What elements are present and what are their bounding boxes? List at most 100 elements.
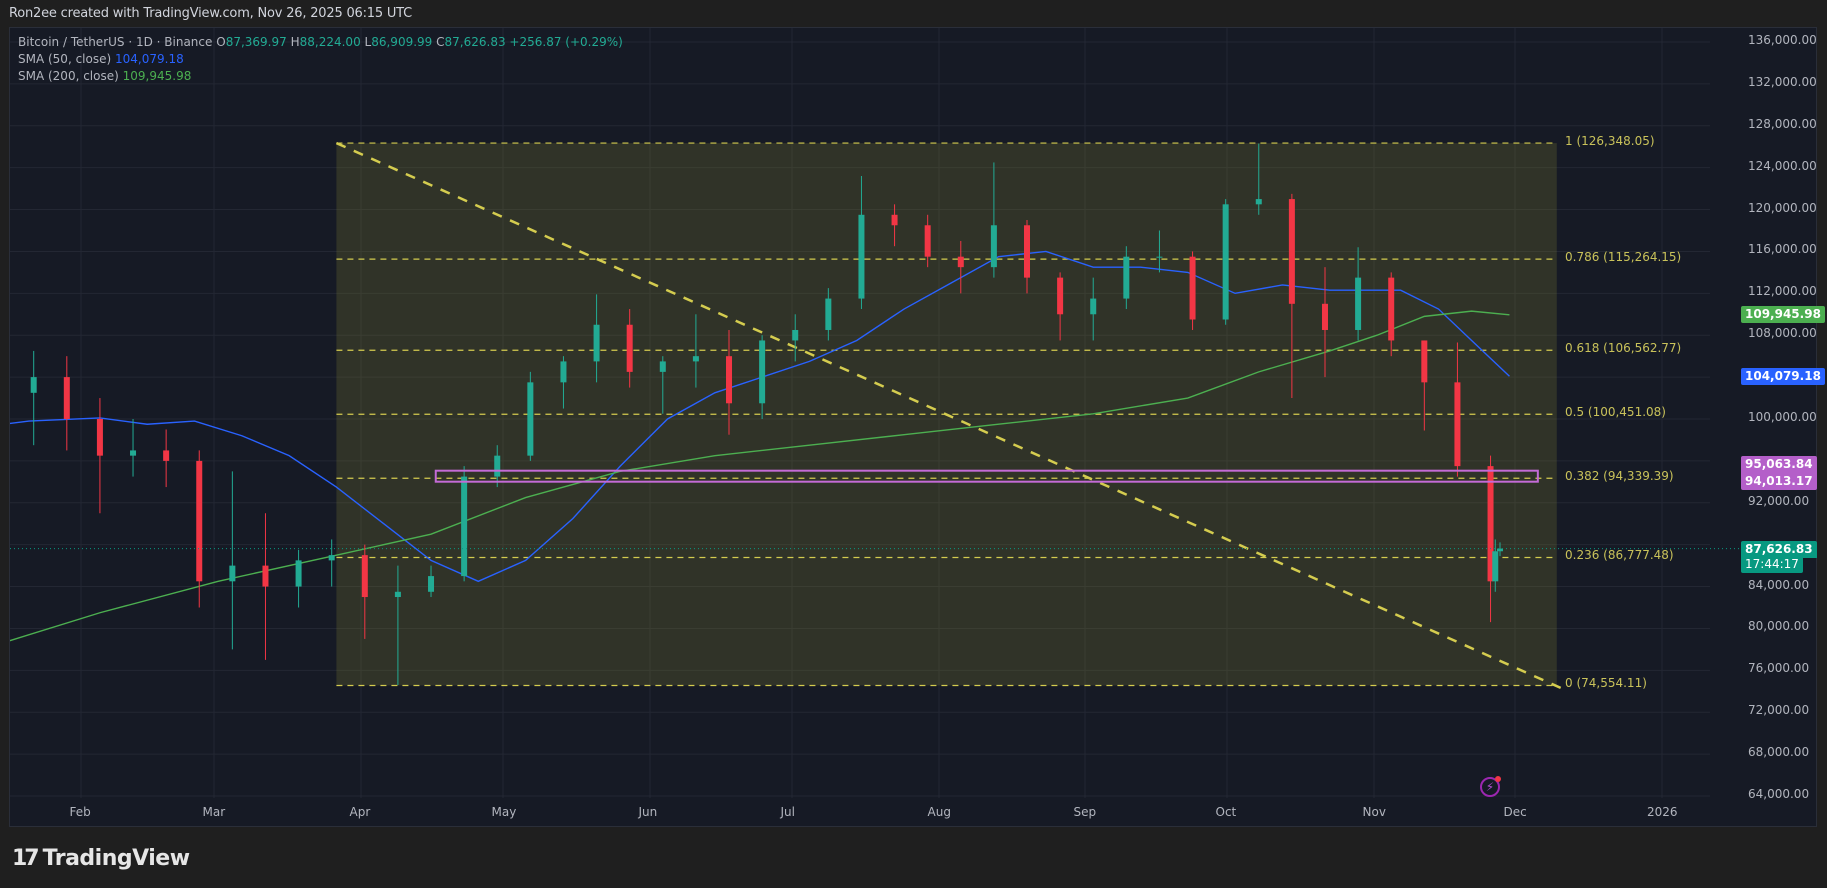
change-value: +256.87 (+0.29%) [509,35,623,49]
fib-level-label: 0 (74,554.11) [1565,676,1647,691]
bearish-candle [1388,277,1395,341]
bullish-candle [461,476,468,577]
sma200-label: SMA (200, close) [18,69,119,83]
bullish-candle [858,214,865,299]
chart-credit: Ron2ee created with TradingView.com, Nov… [9,6,413,21]
last-price-tag: 87,626.83 [1741,541,1817,558]
zone-bottom-price-tag: 94,013.17 [1741,473,1817,490]
bullish-candle [1255,199,1262,205]
bearish-candle [1024,225,1030,278]
zone-top-price-tag: 95,063.84 [1741,456,1817,473]
sma50-row[interactable]: SMA (50, close) 104,079.18 [18,51,623,68]
bearish-candle [1288,199,1295,304]
price-tick-label: 64,000.00 [1748,787,1810,801]
sma200-price-tag: 109,945.98 [1741,306,1825,323]
bullish-candle [759,340,766,404]
time-tick-label: Nov [1362,805,1386,819]
price-chart[interactable] [10,28,1817,827]
bullish-candle [1355,277,1362,330]
time-tick-label: 2026 [1647,805,1678,819]
price-tick-label: 84,000.00 [1748,577,1810,592]
bullish-candle [394,591,401,598]
bullish-candle [1492,551,1499,582]
bearish-candle [924,225,931,257]
bearish-candle [626,324,633,372]
sma50-line [10,250,1510,583]
bearish-candle [1487,466,1494,582]
bearish-candle [957,256,964,268]
chart-pane[interactable] [9,27,1817,827]
high-label: H [290,35,300,49]
bearish-candle [196,460,203,582]
bullish-candle [295,560,302,587]
fib-level-label: 0.5 (100,451.08) [1565,405,1666,420]
bullish-candle [1156,256,1163,258]
bearish-candle [1189,256,1196,320]
bullish-candle [30,377,37,393]
price-tick-label: 68,000.00 [1748,745,1810,760]
time-tick-label: Oct [1215,805,1237,819]
price-tick-label: 124,000.00 [1748,158,1817,173]
bullish-candle [990,225,997,268]
sma200-row[interactable]: SMA (200, close) 109,945.98 [18,68,623,85]
bullish-candle [328,555,335,561]
price-tick-label: 92,000.00 [1748,493,1810,508]
notification-dot [1495,776,1501,782]
chart-legend: Bitcoin / TetherUS · 1D · Binance O87,36… [18,34,623,85]
price-tick-label: 128,000.00 [1748,116,1817,131]
price-tick-label: 72,000.00 [1748,703,1810,718]
price-tick-label: 120,000.00 [1748,200,1817,215]
tradingview-logo[interactable]: 17 TradingView [12,846,190,871]
low-label: L [364,35,372,49]
symbol-label[interactable]: Bitcoin / TetherUS · 1D · Binance [18,35,213,49]
bullish-candle [1123,256,1130,299]
price-tick-label: 116,000.00 [1748,242,1817,257]
bearish-candle [96,419,103,456]
bullish-candle [494,455,501,477]
time-tick-label: Dec [1503,805,1527,819]
bullish-candle [1090,298,1097,315]
fib-level-label: 0.236 (86,777.48) [1565,548,1674,563]
time-tick-label: Sep [1073,805,1097,819]
bearish-candle [891,214,898,226]
time-tick-label: Feb [69,805,91,819]
price-tick-label: 80,000.00 [1748,619,1810,634]
lightning-icon[interactable]: ⚡ [1480,776,1501,797]
downtrend-line [335,141,1570,693]
time-tick-label: Jul [780,805,795,819]
bearish-candle [1057,277,1064,315]
time-tick-label: Jun [638,805,658,819]
bullish-candle [792,329,799,341]
open-label: O [216,35,226,49]
high-value: 88,224.00 [299,35,361,49]
bullish-candle [825,298,832,330]
bearish-candle [163,450,170,461]
bearish-candle [63,377,70,419]
price-tick-label: 100,000.00 [1748,410,1817,424]
fib-level-label: 0.618 (106,562.77) [1565,341,1682,356]
tradingview-logo-text: TradingView [42,846,190,871]
price-tick-label: 108,000.00 [1748,326,1817,341]
bearish-candle [1421,340,1428,383]
bullish-candle [560,361,567,383]
bullish-candle [1222,204,1229,320]
low-value: 86,909.99 [371,35,433,49]
bullish-candle [229,565,236,582]
time-tick-label: Mar [202,805,226,819]
bullish-candle [1497,548,1503,552]
close-value: 87,626.83 [444,35,506,49]
sma50-value: 104,079.18 [115,52,184,66]
bullish-candle [659,361,666,372]
bullish-candle [527,382,534,456]
open-value: 87,369.97 [225,35,287,49]
bearish-candle [1454,382,1461,467]
bearish-candle [726,356,733,404]
bearish-candle [1321,303,1328,330]
bullish-candle [692,356,699,362]
sma50-label: SMA (50, close) [18,52,112,66]
bullish-candle [593,324,600,362]
sma50-price-tag: 104,079.18 [1741,368,1825,385]
bearish-candle [361,555,368,598]
time-tick-label: Aug [927,805,951,819]
support-zone-rect [434,469,1539,483]
